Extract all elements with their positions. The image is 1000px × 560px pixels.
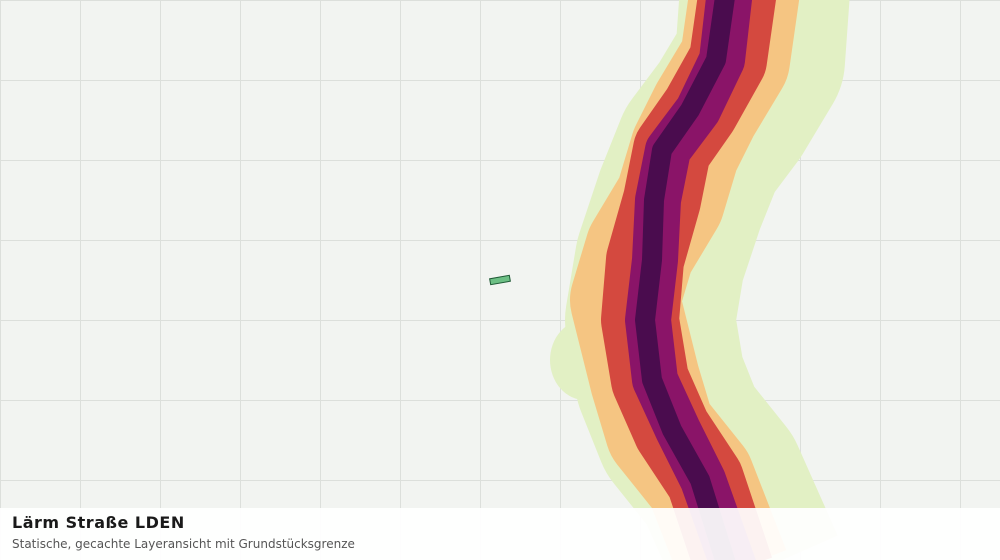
noise-layer [550,0,850,560]
selected-parcel[interactable] [489,274,511,286]
info-panel [0,508,1000,560]
noise-zone-75 [635,0,736,560]
layer-subtitle: Statische, gecachte Layeransicht mit Gru… [12,537,355,551]
layer-title: Lärm Straße LDEN [12,513,185,532]
